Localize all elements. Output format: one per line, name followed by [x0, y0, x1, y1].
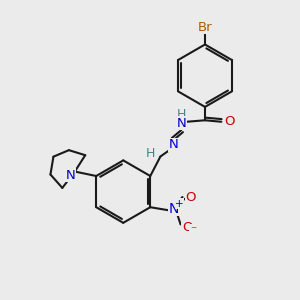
Text: +: + — [175, 199, 184, 208]
Text: N: N — [168, 202, 178, 216]
Text: H: H — [176, 108, 186, 121]
Text: Br: Br — [198, 21, 212, 34]
Text: H: H — [146, 147, 156, 160]
Text: N: N — [65, 169, 75, 182]
Text: ⁻: ⁻ — [190, 224, 196, 238]
Text: O: O — [224, 115, 235, 128]
Text: O: O — [182, 221, 192, 234]
Text: N: N — [176, 117, 186, 130]
Text: O: O — [186, 191, 196, 204]
Text: N: N — [169, 138, 178, 152]
